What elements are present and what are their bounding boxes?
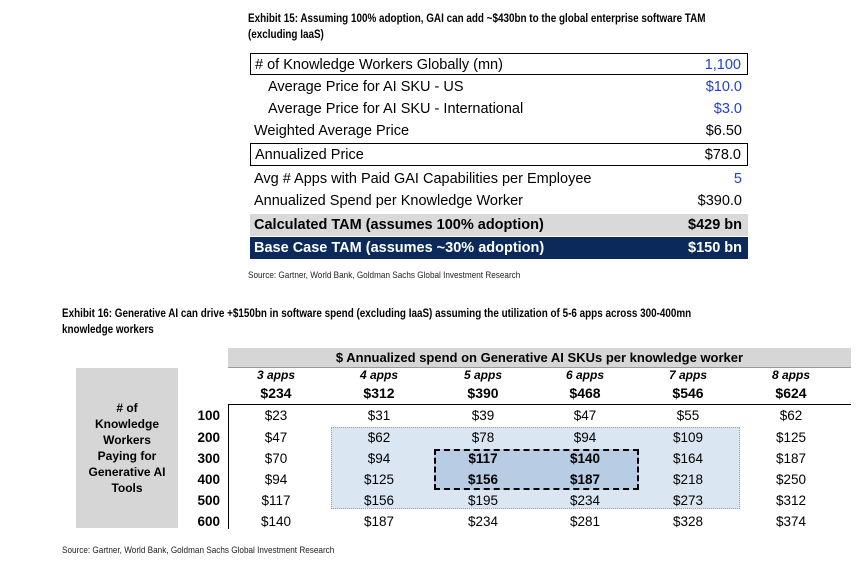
grid-cell: $195 <box>467 493 499 508</box>
grid-cell: $94 <box>367 451 391 466</box>
table-row: Avg # Apps with Paid GAI Capabilities pe… <box>250 168 748 190</box>
column-price: $312 <box>363 385 395 401</box>
grid-cell: $55 <box>676 408 700 423</box>
exhibit15-title-line1: Exhibit 15: Assuming 100% adoption, GAI … <box>248 13 706 25</box>
row-value: $10.0 <box>705 79 742 95</box>
column-price: $546 <box>672 385 704 401</box>
column-apps: 4 apps <box>359 368 398 382</box>
row-label: 400 <box>197 472 220 487</box>
grid-cell: $94 <box>573 430 597 445</box>
row-header-line: # of <box>116 401 138 415</box>
row-label: # of Knowledge Workers Globally (mn) <box>255 57 503 73</box>
grid-cell: $109 <box>672 430 704 445</box>
table-row-calculated-tam: Calculated TAM (assumes 100% adoption) $… <box>250 214 748 236</box>
divider <box>228 404 229 529</box>
divider <box>228 404 851 405</box>
row-value: $6.50 <box>705 123 742 139</box>
table-row: Average Price for AI SKU - International… <box>250 98 748 120</box>
row-header-box: # of Knowledge Workers Paying for Genera… <box>76 368 178 528</box>
row-value: $390.0 <box>697 193 742 209</box>
grid-cell: $140 <box>260 514 292 529</box>
row-label: Avg # Apps with Paid GAI Capabilities pe… <box>254 171 592 187</box>
table-row: # of Knowledge Workers Globally (mn) 1,1… <box>250 53 748 75</box>
row-value: $78.0 <box>704 147 741 163</box>
grid-cell: $23 <box>264 408 288 423</box>
grid-cell: $62 <box>367 430 391 445</box>
grid-cell: $187 <box>775 451 807 466</box>
row-label: Annualized Price <box>255 147 364 163</box>
table-row: Weighted Average Price $6.50 <box>250 120 748 142</box>
grid-cell: $312 <box>775 493 807 508</box>
grid-cell: $78 <box>471 430 495 445</box>
grid-cell: $125 <box>363 472 395 487</box>
row-value: $3.0 <box>713 101 742 117</box>
row-value: 5 <box>733 171 742 187</box>
column-apps: 5 apps <box>463 368 502 382</box>
column-price: $390 <box>467 385 499 401</box>
exhibit15-title-line2: (excluding IaaS) <box>248 29 324 41</box>
grid-cell: $234 <box>569 493 601 508</box>
exhibit16-title-line1: Exhibit 16: Generative AI can drive +$15… <box>62 308 692 320</box>
grid-cell: $234 <box>467 514 499 529</box>
row-value: 1,100 <box>704 57 741 73</box>
grid-cell: $39 <box>471 408 495 423</box>
column-apps: 7 apps <box>668 368 707 382</box>
table-row-base-case-tam: Base Case TAM (assumes ~30% adoption) $1… <box>250 237 748 259</box>
grid-cell-highlighted: $156 <box>467 472 499 487</box>
grid-cell: $187 <box>363 514 395 529</box>
grid-cell-highlighted: $117 <box>468 451 498 466</box>
row-label: 500 <box>197 493 220 508</box>
grid-cell: $164 <box>672 451 704 466</box>
row-label: Base Case TAM (assumes ~30% adoption) <box>254 240 545 256</box>
exhibit16-title-line2: knowledge workers <box>62 324 154 336</box>
grid-cell: $125 <box>775 430 807 445</box>
column-price: $468 <box>569 385 601 401</box>
grid-cell: $328 <box>672 514 704 529</box>
column-apps: 3 apps <box>256 368 295 382</box>
row-header-line: Paying for <box>97 449 157 463</box>
table-row: Annualized Price $78.0 <box>250 143 748 166</box>
exhibit16-header: $ Annualized spend on Generative AI SKUs… <box>228 348 851 367</box>
grid-cell: $218 <box>672 472 704 487</box>
row-header-line: Workers <box>103 433 151 447</box>
row-header-line: Generative AI <box>88 465 166 479</box>
grid-cell: $31 <box>367 408 391 423</box>
grid-cell-highlighted: $140 <box>569 451 601 466</box>
row-value: $429 bn <box>688 217 742 233</box>
grid-cell: $374 <box>775 514 807 529</box>
row-label: Calculated TAM (assumes 100% adoption) <box>254 217 544 233</box>
column-price: $234 <box>260 385 292 401</box>
grid-cell: $70 <box>264 451 288 466</box>
grid-cell: $281 <box>569 514 601 529</box>
row-label: 100 <box>197 408 220 423</box>
column-apps: 8 apps <box>771 368 810 382</box>
grid-cell: $250 <box>775 472 807 487</box>
exhibit15-source: Source: Gartner, World Bank, Goldman Sac… <box>248 270 521 281</box>
row-label: 600 <box>197 514 220 529</box>
row-label: 200 <box>197 430 220 445</box>
row-header-line: Tools <box>111 481 143 495</box>
row-label: Average Price for AI SKU - International <box>268 101 524 117</box>
exhibit16-source: Source: Gartner, World Bank, Goldman Sac… <box>62 545 335 556</box>
table-row: Average Price for AI SKU - US $10.0 <box>250 76 748 98</box>
highlight-base-case <box>434 449 639 490</box>
table-row: Annualized Spend per Knowledge Worker $3… <box>250 190 748 212</box>
grid-cell: $47 <box>573 408 597 423</box>
grid-cell: $62 <box>779 408 803 423</box>
row-label: 300 <box>197 451 220 466</box>
grid-cell: $156 <box>363 493 395 508</box>
grid-cell-highlighted: $187 <box>569 472 601 487</box>
grid-cell: $273 <box>672 493 704 508</box>
divider <box>228 367 851 368</box>
row-value: $150 bn <box>688 240 742 256</box>
row-header-line: Knowledge <box>94 417 159 431</box>
row-label: Annualized Spend per Knowledge Worker <box>254 193 523 209</box>
column-apps: 6 apps <box>565 368 604 382</box>
grid-cell: $117 <box>261 493 291 508</box>
grid-cell: $94 <box>264 472 288 487</box>
row-label: Average Price for AI SKU - US <box>268 79 464 95</box>
grid-cell: $47 <box>264 430 288 445</box>
column-price: $624 <box>775 385 807 401</box>
row-label: Weighted Average Price <box>254 123 410 139</box>
